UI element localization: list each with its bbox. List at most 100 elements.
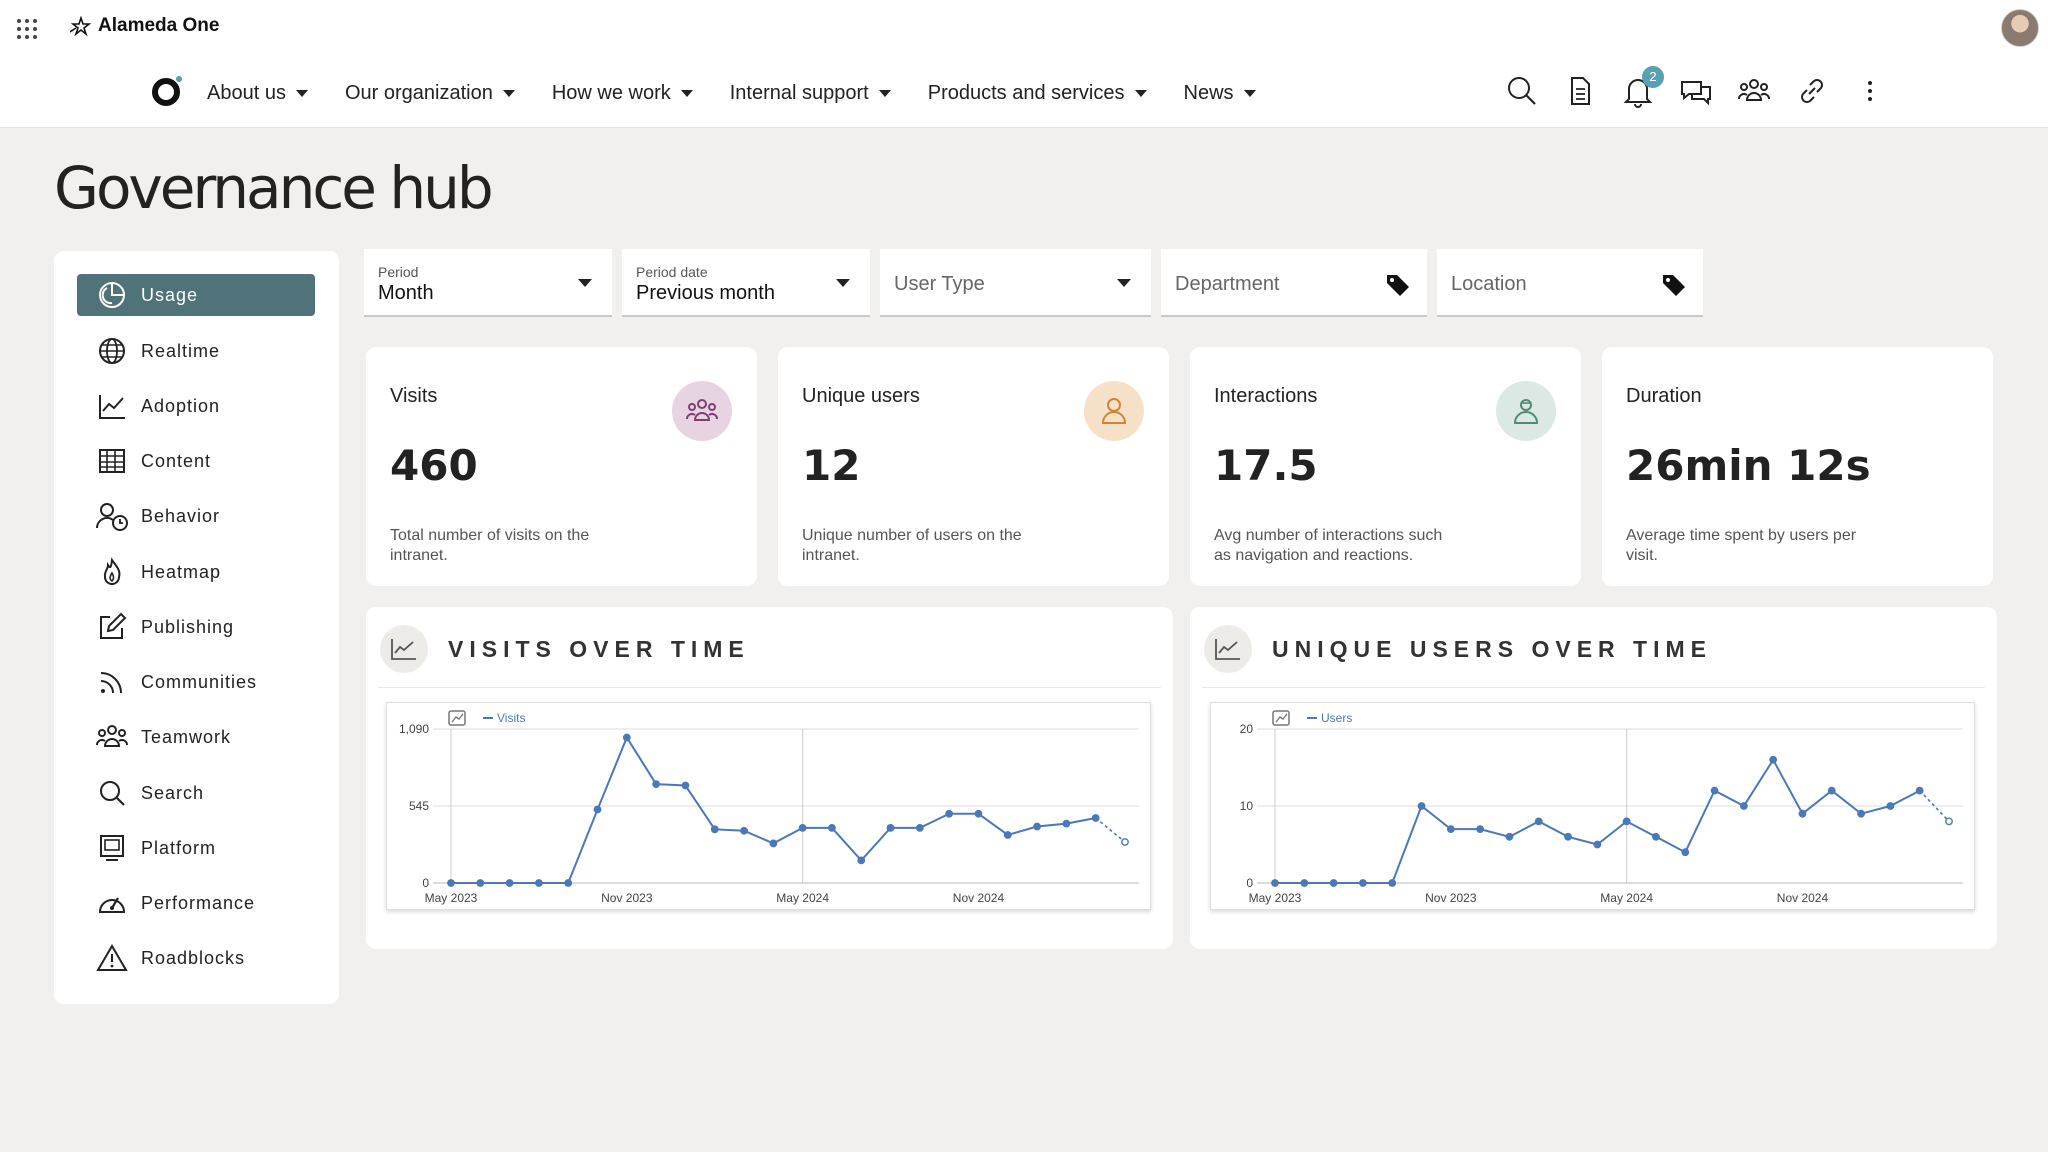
nav-item-internal-support[interactable]: Internal support [730, 82, 891, 105]
sidebar-item-heatmap[interactable]: Heatmap [77, 551, 315, 593]
y-tick-label: 545 [409, 799, 429, 813]
nav-item-how-we-work[interactable]: How we work [552, 82, 693, 105]
nav-item-news[interactable]: News [1184, 82, 1256, 105]
caret-down-icon [502, 90, 515, 97]
chart-type-icon-line [1275, 713, 1288, 723]
chat-icon[interactable] [1679, 74, 1713, 108]
globe-icon [95, 334, 129, 368]
caret-down-icon [295, 90, 308, 97]
data-point [1681, 848, 1690, 857]
department-placeholder: Department [1175, 273, 1280, 295]
nav-item-products-and-services[interactable]: Products and services [928, 82, 1147, 105]
nav-item-our-organization[interactable]: Our organization [345, 82, 515, 105]
data-point [1003, 831, 1012, 839]
notifications-icon[interactable]: 2 [1621, 66, 1664, 108]
chart-type-icon [448, 710, 466, 726]
more-vertical-icon[interactable] [1853, 74, 1887, 108]
data-point [857, 856, 866, 865]
card-value: 460 [390, 441, 478, 490]
data-point [1300, 879, 1309, 887]
sidebar-item-behavior[interactable]: Behavior [77, 495, 315, 537]
monitor-icon [95, 831, 129, 865]
sidebar-item-realtime[interactable]: Realtime [77, 330, 315, 372]
table-icon [95, 444, 129, 478]
data-point [945, 809, 954, 818]
link-icon[interactable] [1795, 74, 1829, 108]
page-title: Governance hub [54, 154, 494, 222]
data-point [447, 879, 455, 887]
card-value: 17.5 [1214, 441, 1318, 490]
user-type-select[interactable]: User Type [880, 249, 1151, 317]
card-title: Duration [1626, 385, 1702, 407]
panel-title: UNIQUE USERS OVER TIME [1272, 635, 1712, 662]
nav-actions: 2 [1505, 66, 1911, 108]
user-type-placeholder: User Type [894, 273, 985, 295]
sidebar-item-adoption[interactable]: Adoption [77, 385, 315, 427]
x-tick-label: May 2023 [425, 891, 478, 905]
data-point [1271, 879, 1279, 887]
period-select[interactable]: Period Month [364, 249, 612, 317]
home-logo-icon[interactable] [152, 76, 182, 106]
data-point [798, 823, 807, 832]
sidebar-item-platform[interactable]: Platform [77, 827, 315, 869]
card-title: Visits [390, 385, 438, 407]
period-value: Month [378, 282, 434, 304]
data-point [1388, 879, 1397, 887]
unique-users-over-time-panel: UNIQUE USERS OVER TIME 0 10 20 May 2023 Nov … [1190, 607, 1997, 949]
data-point [1121, 838, 1129, 846]
user-icon [1084, 381, 1144, 441]
x-tick-label: May 2023 [1249, 891, 1302, 905]
data-point [1534, 817, 1543, 826]
series-line [451, 735, 1096, 884]
users-chart: 0 10 20 May 2023 Nov 2023 May 2024 Nov 2024 Use… [1210, 702, 1975, 910]
location-filter[interactable]: Location [1437, 249, 1703, 317]
line-chart-icon [95, 389, 129, 423]
divider [378, 687, 1161, 688]
period-date-select[interactable]: Period date Previous month [622, 249, 870, 317]
x-tick-label: Nov 2023 [1425, 891, 1477, 905]
sidebar-item-content[interactable]: Content [77, 440, 315, 482]
data-point [622, 733, 631, 742]
sidebar-item-usage[interactable]: Usage [77, 274, 315, 316]
caret-down-icon [1243, 90, 1256, 97]
card-title: Interactions [1214, 385, 1318, 407]
brand-logo-icon [70, 16, 92, 36]
period-label: Period [378, 264, 419, 280]
data-point [1446, 825, 1455, 834]
pie-chart-icon [95, 278, 129, 312]
notification-badge: 2 [1642, 66, 1664, 88]
data-point [1798, 809, 1807, 818]
sidebar-item-search[interactable]: Search [77, 772, 315, 814]
data-point [476, 879, 485, 887]
data-point [1329, 879, 1338, 887]
team-icon [95, 720, 129, 754]
search-icon[interactable] [1505, 74, 1539, 108]
caret-down-icon [1134, 90, 1147, 97]
sidebar-item-performance[interactable]: Performance [77, 882, 315, 924]
data-point [740, 826, 748, 835]
data-point [1857, 809, 1865, 818]
data-point [681, 781, 690, 790]
app-launcher-icon[interactable] [17, 19, 37, 39]
visits-card: Visits 460 Total number of visits on the… [366, 347, 757, 586]
document-icon[interactable] [1563, 74, 1597, 108]
tag-icon [1661, 272, 1687, 303]
data-point [915, 823, 924, 832]
sidebar-item-communities[interactable]: Communities [77, 661, 315, 703]
x-tick-label: Nov 2024 [1777, 891, 1829, 905]
people-icon[interactable] [1737, 74, 1771, 108]
brand[interactable]: Alameda One [70, 15, 219, 37]
sidebar-item-publishing[interactable]: Publishing [77, 606, 315, 648]
nav-item-about-us[interactable]: About us [207, 82, 308, 105]
duration-card: Duration 26min 12s Average time spent by… [1602, 347, 1993, 586]
data-point [1769, 755, 1778, 764]
data-point [1091, 814, 1100, 822]
period-date-value: Previous month [636, 282, 775, 304]
avatar[interactable] [2001, 9, 2039, 47]
visits-chart: 0 545 1,090 May 2023 Nov 2023 May 2024 Nov 202… [386, 702, 1151, 910]
sidebar-item-teamwork[interactable]: Teamwork [77, 716, 315, 758]
sidebar-item-roadblocks[interactable]: Roadblocks [77, 937, 315, 979]
x-tick-label: May 2024 [776, 891, 829, 905]
department-filter[interactable]: Department [1161, 249, 1427, 317]
dropdown-arrow-icon [578, 279, 592, 287]
